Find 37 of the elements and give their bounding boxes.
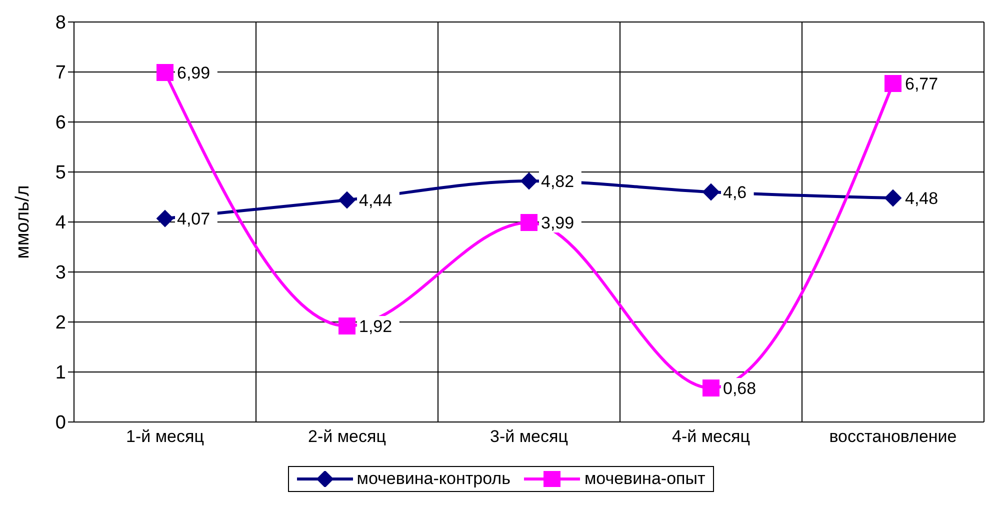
y-tick-label: 3 bbox=[55, 262, 66, 284]
data-label: 4,82 bbox=[541, 172, 574, 191]
point bbox=[702, 184, 720, 200]
data-label: 4,48 bbox=[905, 189, 938, 208]
y-tick-label: 0 bbox=[55, 412, 66, 434]
data-label: 4,44 bbox=[359, 191, 392, 210]
data-label: 6,99 bbox=[177, 64, 210, 82]
point bbox=[884, 75, 902, 92]
x-tick-label: 4-й месяц bbox=[672, 427, 750, 446]
point bbox=[520, 172, 538, 190]
data-label: 0,68 bbox=[723, 379, 756, 398]
data-label: 6,77 bbox=[905, 74, 938, 94]
x-tick-label: 3-й месяц bbox=[490, 427, 568, 446]
y-tick-label: 8 bbox=[55, 12, 66, 34]
point bbox=[702, 380, 720, 396]
y-axis-title: ммоль/л bbox=[12, 185, 34, 259]
data-label: 4,07 bbox=[177, 210, 210, 228]
y-tick-label: 1 bbox=[55, 362, 66, 384]
y-tick-label: 4 bbox=[55, 212, 66, 234]
legend-label: мочевина-контроль bbox=[356, 469, 510, 489]
x-tick-label: 1-й месяц bbox=[126, 427, 204, 446]
x-tick-label: восстановление bbox=[829, 427, 957, 446]
point bbox=[520, 214, 538, 231]
y-tick-label: 7 bbox=[55, 62, 66, 84]
y-tick-label: 2 bbox=[55, 312, 66, 334]
y-tick-label: 5 bbox=[55, 162, 66, 184]
point bbox=[156, 210, 174, 227]
legend-label: мочевина-опыт bbox=[583, 469, 706, 489]
data-label: 3,99 bbox=[541, 214, 574, 232]
point bbox=[156, 64, 174, 81]
point bbox=[338, 318, 356, 334]
y-tick-label: 6 bbox=[55, 112, 66, 134]
point bbox=[884, 190, 902, 206]
data-label: 4,6 bbox=[723, 183, 747, 202]
data-label: 1,92 bbox=[359, 317, 392, 336]
point bbox=[338, 192, 356, 208]
x-tick-label: 2-й месяц bbox=[308, 427, 386, 446]
